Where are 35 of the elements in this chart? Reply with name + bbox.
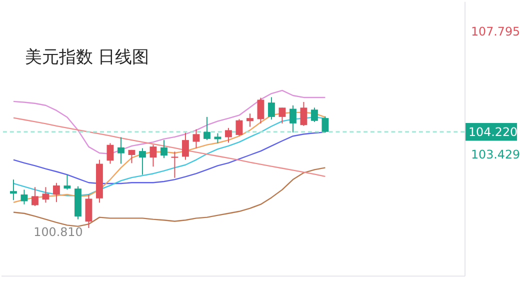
candlestick	[203, 116, 210, 141]
candlestick	[160, 140, 168, 159]
candlestick	[128, 149, 136, 164]
candlestick	[32, 186, 38, 207]
candlestick	[85, 194, 92, 229]
candlestick	[171, 151, 178, 178]
candlestick	[278, 107, 286, 124]
candlestick	[268, 96, 275, 120]
candlestick	[289, 104, 296, 133]
line-series	[12, 117, 326, 178]
annotation: 100.810	[34, 224, 83, 239]
y-tick-label: 107.795	[470, 24, 520, 39]
candlestick	[150, 144, 157, 168]
candlestick	[139, 148, 146, 176]
candlestick	[236, 118, 243, 136]
candlestick	[42, 186, 50, 204]
y-tick-label: 103.429	[470, 148, 520, 162]
candlestick	[182, 132, 189, 160]
candlestick	[53, 182, 60, 203]
candlestick	[257, 97, 264, 124]
candlestick	[224, 127, 232, 144]
ref-line-label: 104.220	[468, 124, 518, 139]
candlestick	[64, 174, 71, 190]
candlestick	[106, 142, 114, 164]
candlestick	[214, 132, 222, 144]
candlestick	[10, 179, 17, 201]
candlestick	[300, 101, 308, 126]
candlestick	[322, 116, 329, 133]
candlestick	[118, 136, 124, 164]
candlestick	[310, 107, 318, 122]
candlestick	[246, 113, 254, 128]
text: 美元指数 日线图	[24, 46, 150, 67]
line-series	[12, 167, 326, 227]
candlestick	[192, 128, 200, 149]
candlestick	[20, 189, 28, 205]
